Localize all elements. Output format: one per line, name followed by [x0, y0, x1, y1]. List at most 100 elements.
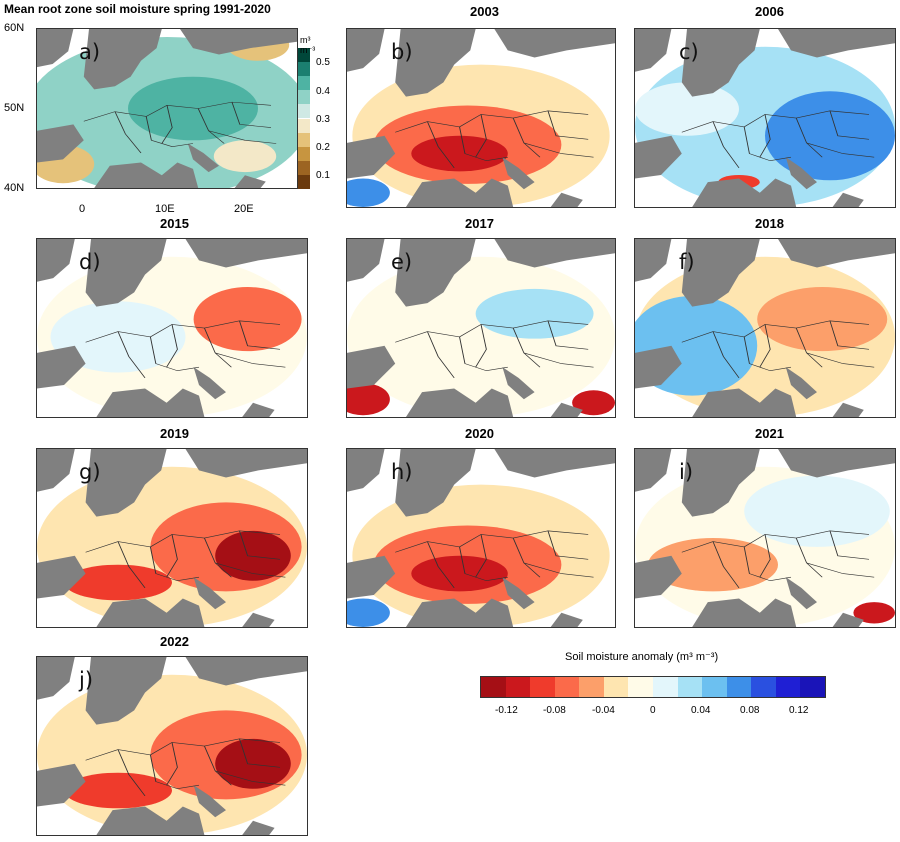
country-border	[806, 142, 875, 158]
bay-of-biscay-region	[37, 763, 86, 807]
map-panel-e	[346, 238, 616, 418]
mediterranean-west-region	[692, 598, 797, 627]
mediterranean-west-region	[96, 598, 205, 627]
anomaly-tick-3: 0	[650, 705, 656, 716]
north-sea-region	[395, 29, 476, 97]
lat-tick-60n: 60N	[4, 22, 25, 34]
anomaly-map-svg	[347, 239, 615, 417]
country-border	[426, 331, 455, 378]
atlantic-north-region	[37, 657, 75, 700]
north-sea-region	[85, 239, 167, 307]
soil-moisture-moist	[128, 76, 258, 141]
bay-of-biscay-region	[37, 555, 86, 599]
aegean-region	[242, 820, 275, 835]
panel-title-2017: 2017	[465, 216, 494, 231]
country-border	[239, 320, 281, 350]
aegean-region	[242, 612, 275, 627]
north-sea-region	[395, 239, 476, 307]
mediterranean-west-region	[94, 162, 199, 188]
country-border	[117, 541, 146, 588]
anomaly-colorbar-swatch	[653, 677, 679, 697]
atlantic-north-region	[635, 29, 672, 72]
country-border	[114, 111, 142, 154]
anomaly-tick-5: 0.08	[740, 705, 760, 716]
strong-dry-anomaly	[853, 602, 895, 624]
anomaly-colorbar-title: Soil moisture anomaly (m³ m⁻³)	[565, 651, 719, 663]
panel-title-2003: 2003	[470, 4, 499, 19]
colorbar-swatch	[298, 90, 310, 105]
country-border	[459, 336, 508, 372]
country-border	[743, 126, 792, 162]
country-border	[743, 546, 792, 582]
strong-dry-anomaly	[411, 555, 508, 592]
map-panel-a	[36, 28, 298, 189]
colorbar-swatch	[298, 62, 310, 77]
cb-tick-0.4: 0.4	[316, 86, 330, 97]
strong-dry-anomaly	[411, 135, 508, 172]
country-border	[712, 121, 740, 168]
slight-wet-anomaly	[635, 82, 739, 136]
anomaly-colorbar-swatch	[481, 677, 507, 697]
colorbar-swatch	[298, 174, 310, 189]
panel-label-d: d)	[79, 250, 101, 274]
anomaly-map-svg	[635, 449, 895, 627]
colorbar-swatch	[298, 146, 310, 161]
baltic-region	[185, 239, 307, 268]
soil-moisture-dry	[213, 140, 277, 173]
country-border	[523, 352, 594, 368]
country-border	[523, 142, 594, 158]
country-border	[117, 331, 146, 378]
colorbar-swatch	[298, 132, 310, 147]
panel-label-i: i)	[679, 460, 694, 484]
anomaly-colorbar-swatch	[677, 677, 703, 697]
country-border	[426, 541, 455, 588]
mediterranean-west-region	[692, 388, 797, 417]
cb-tick-0.5: 0.5	[316, 57, 330, 68]
anomaly-map-svg	[37, 657, 307, 835]
anomaly-colorbar-swatch	[775, 677, 801, 697]
panel-label-f: f)	[679, 250, 695, 274]
map-panel-j	[36, 656, 308, 836]
bay-of-biscay-region	[635, 555, 682, 599]
country-border	[475, 534, 487, 578]
adriatic-region	[502, 367, 535, 400]
lat-tick-50n: 50N	[4, 102, 25, 114]
country-border	[806, 562, 875, 578]
panel-title-2020: 2020	[465, 426, 494, 441]
country-border	[149, 754, 200, 790]
anomaly-colorbar	[480, 676, 826, 698]
panel-label-h: h)	[391, 460, 413, 484]
atlantic-north-region	[37, 29, 74, 68]
adriatic-region	[502, 157, 535, 190]
baltic-region	[185, 449, 307, 478]
wet-anomaly	[347, 598, 390, 627]
strong-dry-anomaly	[347, 383, 390, 416]
dry-anomaly	[64, 772, 172, 809]
aegean-region	[550, 402, 583, 417]
baltic-region	[180, 29, 297, 55]
panel-title-2006: 2006	[755, 4, 784, 19]
baltic-region	[494, 29, 615, 58]
country-border	[145, 116, 194, 147]
country-border	[161, 105, 173, 144]
anomaly-colorbar-swatch	[628, 677, 654, 697]
cb-tick-0.2: 0.2	[316, 142, 330, 153]
anomaly-colorbar-swatch	[702, 677, 728, 697]
baltic-region	[185, 657, 307, 686]
panel-label-c: c)	[679, 40, 699, 64]
bay-of-biscay-region	[37, 345, 86, 389]
anomaly-map-svg	[635, 239, 895, 417]
atlantic-north-region	[37, 239, 75, 282]
country-border	[795, 117, 823, 158]
panel-title-2021: 2021	[755, 426, 784, 441]
country-border	[806, 352, 875, 368]
bay-of-biscay-region	[347, 345, 396, 389]
adriatic-region	[785, 157, 817, 190]
baltic-region	[778, 239, 895, 268]
baltic-region	[778, 449, 895, 478]
dry-anomaly	[193, 287, 302, 352]
mediterranean-west-region	[405, 388, 514, 417]
north-sea-region	[85, 449, 167, 517]
map-panel-i	[634, 448, 896, 628]
country-border	[795, 537, 823, 578]
